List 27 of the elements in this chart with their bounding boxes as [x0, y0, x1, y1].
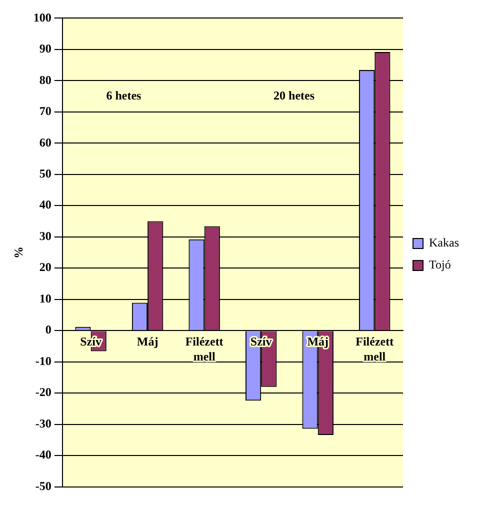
- legend-label: Tojó: [429, 258, 451, 272]
- y-tick-label: 30: [39, 228, 52, 243]
- x-tick-label: Máj: [136, 334, 158, 349]
- y-tick-label: 10: [39, 291, 52, 306]
- y-axis-title: %: [11, 246, 26, 258]
- y-tick-label: 80: [39, 72, 52, 87]
- y-tick-label: 70: [39, 104, 52, 118]
- y-tick-label: -30: [35, 416, 52, 430]
- y-tick-label: 60: [39, 135, 52, 150]
- y-tick-label: -40: [35, 448, 52, 462]
- annotation: 20 hetes: [274, 88, 315, 102]
- x-tick-label: Máj: [307, 334, 329, 349]
- y-tick-label: 0: [45, 322, 52, 337]
- x-tick-label: Szív: [80, 334, 102, 349]
- y-tick-label: 40: [39, 198, 52, 212]
- y-tick-label: -20: [35, 385, 52, 400]
- y-tick-label: 50: [39, 166, 52, 180]
- y-tick-label: 100: [33, 10, 52, 24]
- x-tick-label: Szív: [250, 334, 272, 349]
- y-tick-label: -50: [35, 478, 52, 493]
- y-tick-label: 90: [39, 42, 52, 56]
- annotation: 6 hetes: [106, 88, 142, 102]
- x-tick-label: Filézett mell: [356, 334, 394, 364]
- y-tick-label: -10: [35, 354, 52, 368]
- y-tick-label: 20: [39, 260, 52, 274]
- legend-label: Kakas: [429, 236, 460, 250]
- x-tick-label: Filézett mell: [185, 334, 224, 364]
